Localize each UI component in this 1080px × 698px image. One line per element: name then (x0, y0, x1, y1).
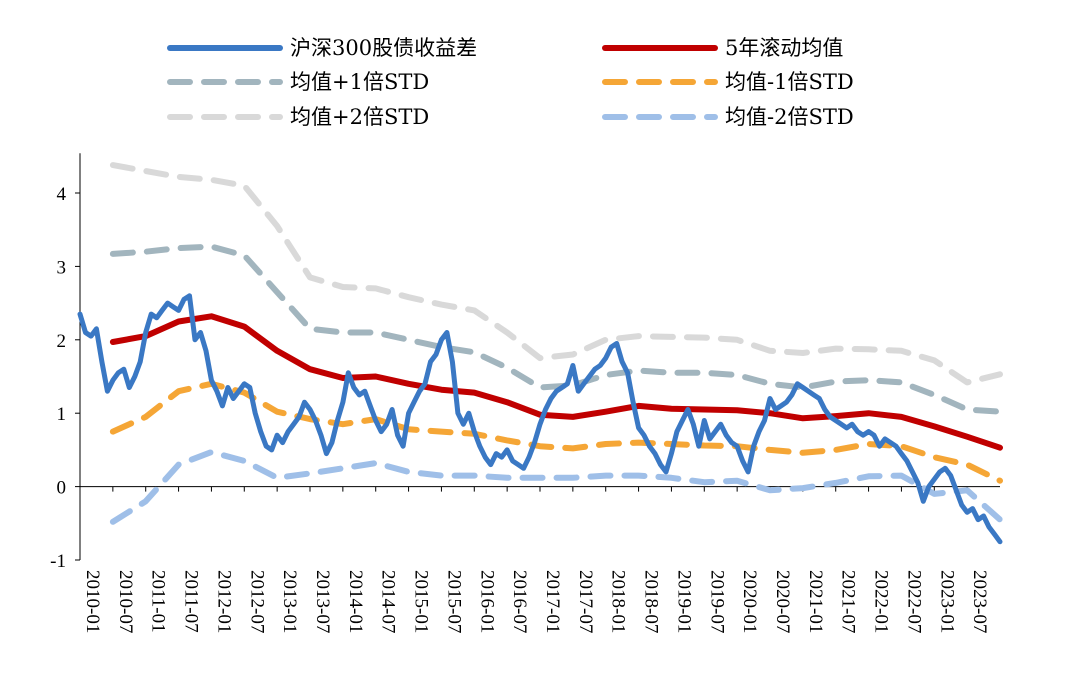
x-tick-label: 2015-07 (443, 570, 464, 633)
y-tick-label: 3 (57, 257, 67, 278)
y-tick-label: -1 (50, 551, 66, 572)
series-line-3 (109, 380, 1003, 484)
series-line-4 (109, 162, 1003, 386)
x-tick-label: 2010-07 (115, 570, 136, 633)
series-line-2 (109, 243, 1003, 415)
x-tick-label: 2013-01 (279, 570, 300, 633)
x-tick-label: 2014-07 (378, 570, 399, 633)
x-tick-label: 2020-07 (772, 570, 793, 633)
x-tick-label: 2019-07 (706, 570, 727, 633)
x-tick-label: 2012-01 (213, 570, 234, 633)
y-tick-label: 2 (57, 331, 67, 352)
x-tick-label: 2022-01 (871, 570, 892, 633)
y-tick-label: 1 (57, 404, 67, 425)
x-tick-label: 2020-01 (739, 570, 760, 633)
legend-label-5: 均值-2倍STD (725, 105, 854, 129)
x-tick-label: 2018-07 (641, 570, 662, 633)
y-tick-label: 4 (57, 184, 67, 205)
x-tick-label: 2019-01 (673, 570, 694, 633)
x-tick-label: 2010-01 (82, 570, 103, 633)
x-tick-label: 2021-01 (805, 570, 826, 633)
x-tick-label: 2014-01 (345, 570, 366, 633)
series-line-5 (109, 449, 1003, 525)
x-tick-label: 2011-07 (181, 570, 202, 633)
legend-label-2: 均值+1倍STD (290, 70, 429, 94)
x-tick-label: 2017-01 (542, 570, 563, 633)
legend-label-1: 5年滚动均值 (725, 36, 843, 60)
series-lines (77, 162, 1003, 545)
legend-label-3: 均值-1倍STD (725, 70, 854, 94)
x-tick-label: 2023-07 (969, 570, 990, 633)
y-tick-label: 0 (57, 478, 67, 499)
x-tick-label: 2022-07 (903, 570, 924, 633)
x-tick-label: 2013-07 (312, 570, 333, 633)
x-tick-label: 2012-07 (246, 570, 267, 633)
x-tick-label: 2018-01 (608, 570, 629, 633)
legend-label-0: 沪深300股债收益差 (290, 36, 477, 60)
series-line-1 (109, 313, 1003, 451)
legend-label-4: 均值+2倍STD (290, 105, 429, 129)
x-tick-label: 2015-01 (411, 570, 432, 633)
axes: -1 0 1 2 3 4 2010-01 2010-07 2011-01 2011-07 2012-… (50, 153, 1000, 633)
series-line-0 (77, 293, 1003, 545)
x-tick-label: 2017-07 (575, 570, 596, 633)
x-tick-label: 2021-07 (838, 570, 859, 633)
x-tick-label: 2016-01 (476, 570, 497, 633)
x-tick-label: 2016-07 (509, 570, 530, 633)
x-tick-label: 2023-01 (936, 570, 957, 633)
x-tick-label: 2011-01 (148, 570, 169, 633)
